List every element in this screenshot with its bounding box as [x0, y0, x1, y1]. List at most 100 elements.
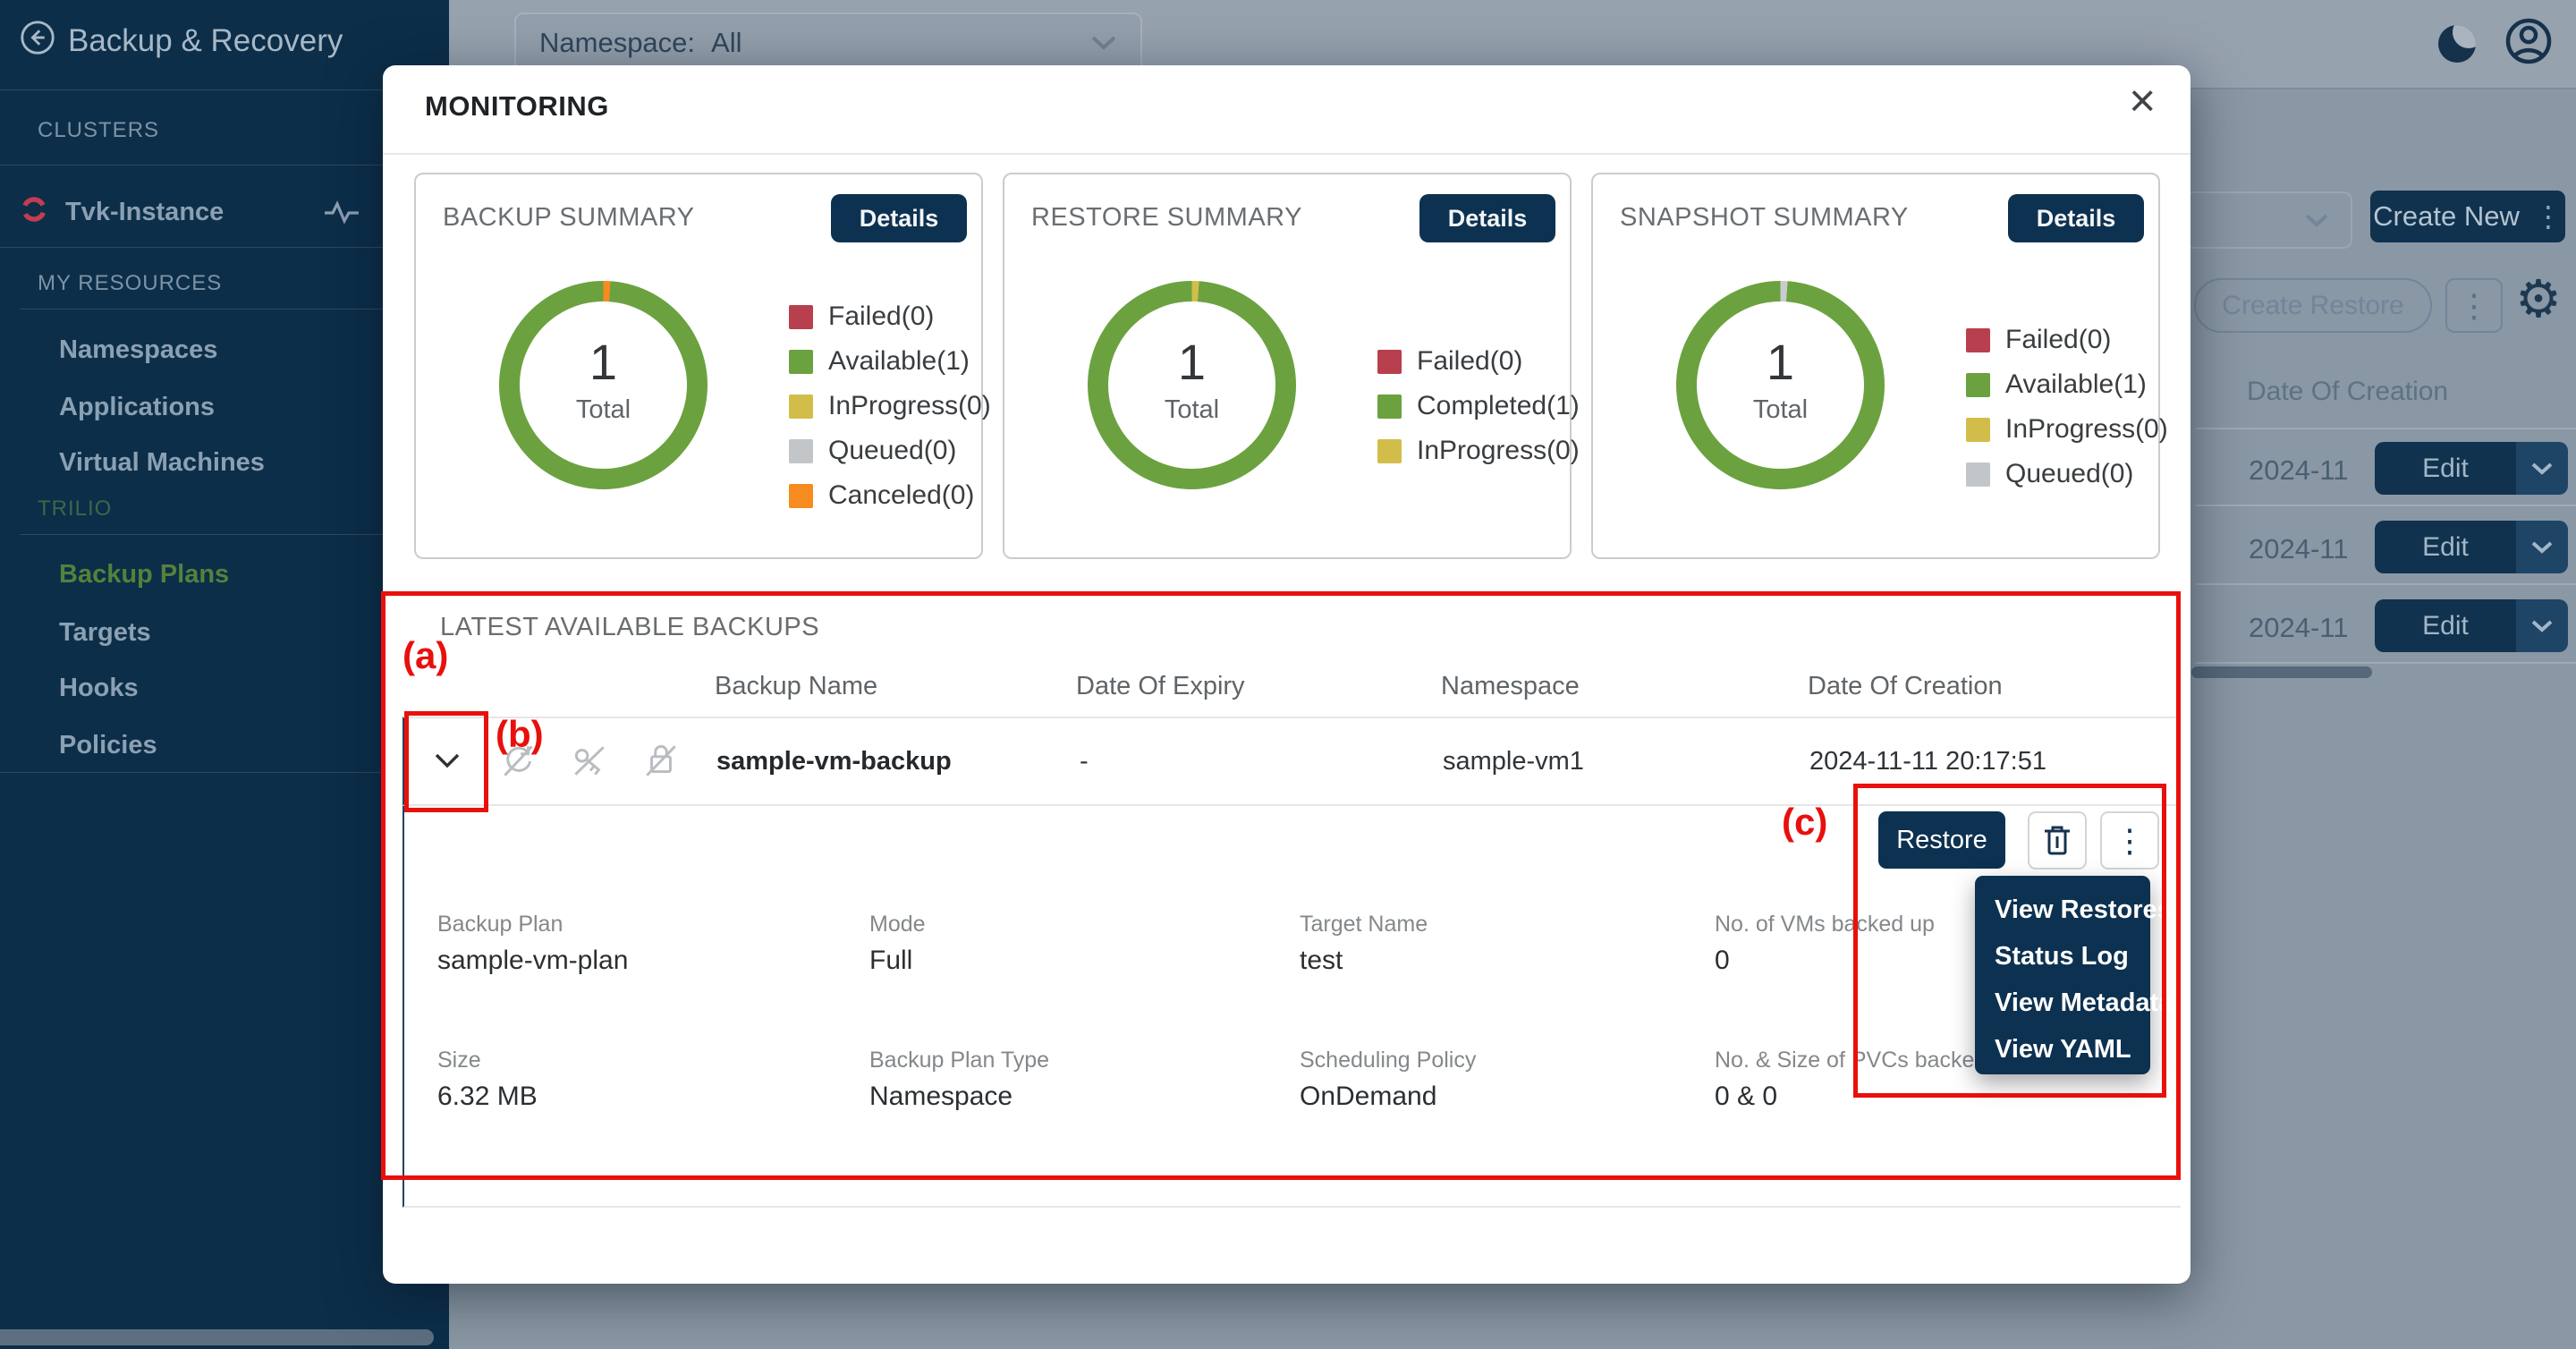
annotation-label-a: (a): [402, 634, 449, 676]
legend-swatch: [789, 349, 813, 374]
snapshot-summary-card: SNAPSHOT SUMMARY Details 1 Total Failed(…: [1591, 173, 2168, 559]
close-icon[interactable]: ×: [2129, 75, 2157, 127]
field-pvcs-backed-up: No. & Size of PVCs backed up 0 & 0: [1715, 1048, 2019, 1111]
legend-item: Available(1): [1966, 362, 2168, 407]
sidebar-item-namespaces[interactable]: Namespaces: [59, 335, 218, 364]
cell-date-of-creation: 2024-11-11 20:17:51: [1809, 747, 2046, 776]
annotation-label-b: (b): [496, 713, 544, 755]
table-row: 2024-11: [2249, 533, 2349, 564]
sidebar-item-tvk-instance[interactable]: Tvk-Instance: [65, 198, 225, 226]
card-title: RESTORE SUMMARY: [1031, 203, 1302, 232]
horizontal-scrollbar[interactable]: [0, 1329, 434, 1345]
restore-button[interactable]: Restore: [1878, 811, 2005, 869]
menu-item-view-yaml[interactable]: View YAML: [1995, 1035, 2131, 1064]
menu-item-status-log[interactable]: Status Log: [1995, 942, 2129, 971]
column-header-backup-name: Backup Name: [715, 672, 878, 700]
details-button[interactable]: Details: [2008, 194, 2144, 242]
chevron-down-icon[interactable]: [2516, 521, 2568, 573]
edit-label[interactable]: Edit: [2375, 442, 2516, 495]
column-header-date-of-expiry: Date Of Expiry: [1076, 672, 1245, 700]
divider: [2196, 662, 2576, 664]
trilio-logo-icon: [20, 195, 48, 224]
background-dropdown[interactable]: [2165, 191, 2352, 249]
create-new-button[interactable]: Create New ⋮: [2370, 191, 2565, 242]
details-button[interactable]: Details: [831, 194, 967, 242]
chevron-down-icon[interactable]: [434, 752, 461, 769]
legend-swatch: [789, 483, 813, 508]
divider: [20, 309, 449, 310]
table-kebab-button[interactable]: ⋮: [2445, 278, 2503, 333]
cell-date-of-expiry: -: [1080, 747, 1089, 776]
legend-item: Canceled(0): [789, 473, 991, 518]
edit-label[interactable]: Edit: [2375, 599, 2516, 652]
sync-disabled-icon: [497, 740, 538, 781]
legend-swatch: [1966, 417, 1990, 442]
create-restore-button[interactable]: Create Restore: [2194, 278, 2432, 333]
field-target-name: Target Name test: [1300, 912, 1428, 975]
legend-item: InProgress(0): [1377, 428, 1580, 473]
sidebar-item-virtual-machines[interactable]: Virtual Machines: [59, 448, 265, 477]
field-mode: Mode Full: [869, 912, 926, 975]
legend-swatch: [1966, 462, 1990, 487]
legend-swatch: [1377, 394, 1402, 419]
details-button[interactable]: Details: [1419, 194, 1555, 242]
table-row: 2024-11: [2249, 612, 2349, 643]
pulse-icon[interactable]: [322, 199, 361, 225]
sidebar-section-trilio: TRILIO: [38, 496, 113, 521]
trash-icon: [2042, 824, 2072, 857]
menu-item-view-restores[interactable]: View Restores: [1995, 895, 2172, 924]
moon-icon[interactable]: [2438, 25, 2476, 63]
horizontal-scrollbar[interactable]: [2191, 666, 2372, 678]
namespace-select[interactable]: Namespace: All: [514, 13, 1142, 73]
row-kebab-button[interactable]: ⋮: [2100, 811, 2159, 870]
app-title: Backup & Recovery: [68, 23, 343, 58]
sidebar-item-targets[interactable]: Targets: [59, 618, 151, 647]
latest-backups-title: LATEST AVAILABLE BACKUPS: [440, 613, 820, 641]
menu-item-view-metadata[interactable]: View Metadata: [1995, 988, 2174, 1017]
donut-total-label: Total: [1752, 395, 1809, 424]
legend-item: InProgress(0): [789, 384, 991, 428]
back-arrow-icon[interactable]: [20, 20, 55, 55]
monitoring-modal: MONITORING × BACKUP SUMMARY Details 1 To…: [381, 65, 2190, 1284]
legend-item: Failed(0): [1966, 318, 2168, 362]
lock-disabled-icon: [640, 740, 682, 781]
restore-summary-card: RESTORE SUMMARY Details 1 Total Failed(0…: [1003, 173, 1580, 559]
legend: Failed(0) Completed(1) InProgress(0): [1377, 339, 1580, 473]
sidebar-item-backup-plans[interactable]: Backup Plans: [59, 560, 230, 589]
card-title: SNAPSHOT SUMMARY: [1620, 203, 1909, 232]
chevron-down-icon[interactable]: [2516, 599, 2568, 652]
legend-swatch: [789, 304, 813, 329]
edit-button[interactable]: Edit: [2375, 599, 2568, 652]
backup-table-row[interactable]: sample-vm-backup - sample-vm1 2024-11-11…: [402, 717, 2181, 806]
sidebar-item-hooks[interactable]: Hooks: [59, 674, 139, 702]
divider: [2196, 505, 2576, 506]
field-scheduling-policy: Scheduling Policy OnDemand: [1300, 1048, 1477, 1111]
sidebar-item-applications[interactable]: Applications: [59, 393, 216, 421]
edit-button[interactable]: Edit: [2375, 442, 2568, 495]
namespace-select-label: Namespace:: [539, 27, 696, 58]
backup-row-expanded-panel: Restore ⋮ View Restores Status Log View …: [402, 806, 2181, 1208]
kebab-icon: ⋮: [2114, 821, 2146, 859]
legend-swatch: [789, 438, 813, 463]
legend-item: Completed(1): [1377, 384, 1580, 428]
field-size: Size 6.32 MB: [437, 1048, 538, 1111]
delete-button[interactable]: [2028, 811, 2087, 870]
legend: Failed(0) Available(1) InProgress(0) Que…: [1966, 318, 2168, 496]
donut-total: 1: [1177, 334, 1207, 390]
snapshot-donut-chart: 1 Total: [1676, 281, 1885, 489]
backup-summary-card: BACKUP SUMMARY Details 1 Total Failed(0)…: [414, 173, 991, 559]
account-icon[interactable]: [2504, 17, 2553, 65]
chevron-down-icon[interactable]: [2516, 442, 2568, 495]
edit-label[interactable]: Edit: [2375, 521, 2516, 573]
divider: [0, 772, 449, 773]
column-header-date-of-creation: Date Of Creation: [1808, 672, 2003, 700]
legend-swatch: [789, 394, 813, 419]
field-backup-plan: Backup Plan sample-vm-plan: [437, 912, 629, 975]
card-title: BACKUP SUMMARY: [443, 203, 695, 232]
donut-total: 1: [1766, 334, 1795, 390]
sidebar-item-policies[interactable]: Policies: [59, 731, 157, 759]
gear-icon[interactable]: ⚙: [2515, 270, 2562, 328]
legend-item: Queued(0): [789, 428, 991, 473]
edit-button[interactable]: Edit: [2375, 521, 2568, 573]
